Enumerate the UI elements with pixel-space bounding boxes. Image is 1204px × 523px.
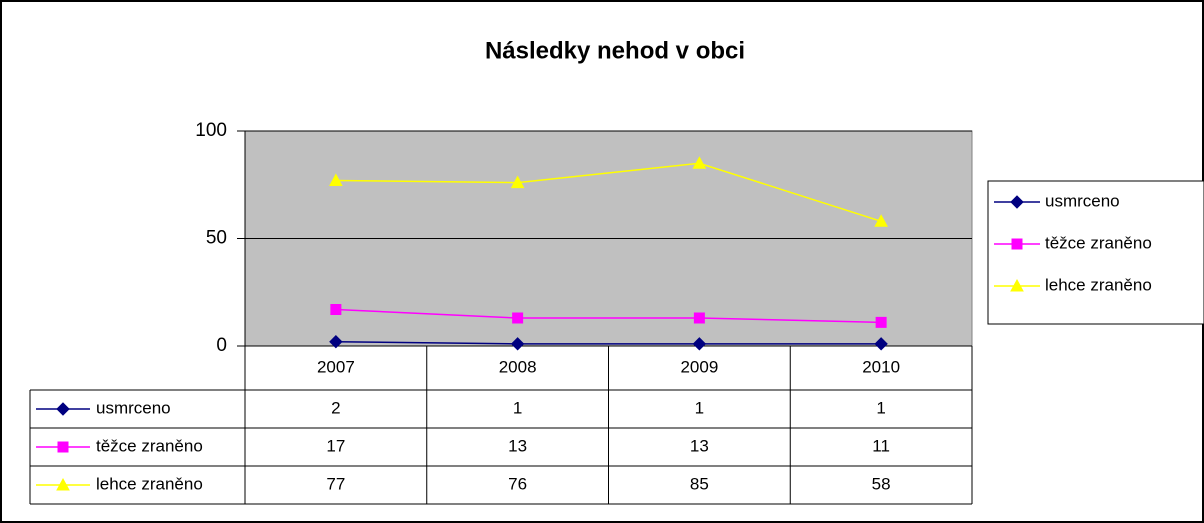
data-point (329, 173, 343, 186)
data-point (692, 337, 707, 351)
x-tick-label: 2008 (499, 357, 537, 376)
legend-key-marker (1010, 278, 1024, 292)
series-line (335, 340, 882, 345)
y-tick-label: 0 (216, 335, 227, 356)
table-cell: 17 (326, 436, 345, 455)
legend (987, 180, 1204, 325)
legend-label: těžce zraněno (1045, 233, 1152, 252)
y-tick-label: 50 (206, 228, 227, 249)
table-key-marker (56, 477, 70, 491)
series-line (335, 308, 882, 324)
table-key-marker (56, 402, 70, 416)
table-cell: 13 (690, 436, 709, 455)
table-cell: 1 (695, 398, 704, 417)
x-tick-label: 2007 (317, 357, 355, 376)
table-key-marker (57, 441, 69, 453)
table-cell: 2 (331, 398, 340, 417)
chart-title: Následky nehod v obci (485, 37, 745, 64)
table-cell: 1 (513, 398, 522, 417)
table-cell: 77 (326, 474, 345, 493)
table-cell: 58 (872, 474, 891, 493)
table-cell: 76 (508, 474, 527, 493)
table-cell: 1 (876, 398, 885, 417)
legend-key-marker (1010, 195, 1024, 209)
y-tick-label: 100 (195, 120, 227, 141)
legend-key-marker (1011, 238, 1023, 250)
data-point (512, 312, 524, 324)
data-point (693, 312, 705, 324)
data-point (510, 337, 525, 351)
table-cell: 85 (690, 474, 709, 493)
table-row-label: usmrceno (96, 398, 171, 417)
data-point (692, 156, 707, 169)
table-cell: 13 (508, 436, 527, 455)
data-point (510, 175, 525, 189)
table-cell: 11 (872, 436, 890, 455)
series-line (335, 162, 882, 223)
legend-label: usmrceno (1045, 191, 1120, 210)
x-tick-label: 2010 (862, 357, 900, 376)
x-tick-label: 2009 (680, 357, 718, 376)
table-row-label: těžce zraněno (96, 436, 203, 455)
data-point (874, 337, 888, 351)
data-point (330, 303, 342, 315)
data-point (874, 214, 888, 227)
data-point (875, 316, 887, 328)
data-point (329, 334, 343, 349)
legend-label: lehce zraněno (1045, 275, 1152, 294)
table-row-label: lehce zraněno (96, 474, 203, 493)
